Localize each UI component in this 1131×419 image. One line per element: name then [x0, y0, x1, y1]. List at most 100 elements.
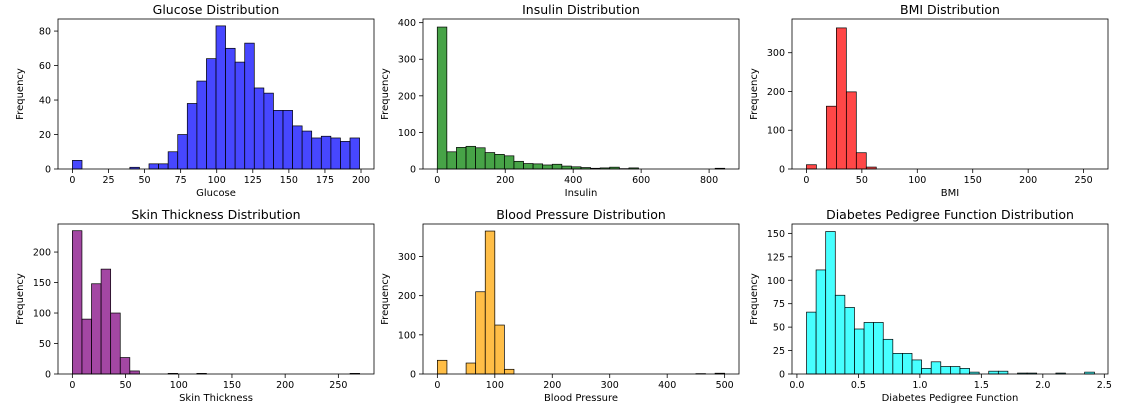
- y-tick-label: 0: [779, 370, 785, 381]
- histogram-bar: [854, 328, 865, 375]
- y-tick-label: 0: [45, 165, 51, 176]
- axes-frame: [422, 223, 740, 375]
- histogram-bar: [225, 47, 236, 170]
- histogram-bar: [834, 294, 846, 375]
- histogram-bar: [950, 366, 961, 375]
- y-tick-label: 100: [767, 126, 785, 137]
- x-tick-label: 50: [120, 380, 132, 391]
- y-tick-label: 50: [39, 339, 51, 350]
- histogram-bar: [158, 163, 169, 170]
- x-tick-label: 0: [803, 175, 809, 186]
- histogram-bar: [148, 163, 159, 170]
- y-tick-label: 200: [33, 248, 51, 259]
- y-tick-label: 200: [767, 87, 785, 98]
- x-tick-label: 250: [1075, 175, 1093, 186]
- histogram-bar: [902, 353, 913, 375]
- histogram-bar: [282, 110, 293, 170]
- x-tick-label: 0.0: [789, 380, 804, 391]
- chart-panel: 0 100 200 300 400 500 0 100 200 300 Blood Pressure…: [380, 207, 740, 404]
- chart-title: BMI Distribution: [900, 2, 1000, 17]
- histogram-bar: [340, 141, 351, 170]
- x-tick-label: 800: [700, 175, 718, 186]
- histogram-bar: [921, 368, 932, 375]
- y-axis-label: Frequency: [380, 68, 391, 120]
- x-tick-label: 100: [908, 175, 926, 186]
- histogram-bar: [215, 25, 226, 170]
- histogram-bar: [863, 322, 874, 375]
- x-tick-label: 0: [434, 175, 440, 186]
- chart-title: Skin Thickness Distribution: [131, 207, 300, 222]
- y-axis-label: Frequency: [749, 68, 760, 120]
- histogram-bar: [845, 91, 857, 170]
- y-tick-label: 60: [39, 61, 51, 72]
- histogram-bar: [196, 80, 207, 170]
- histogram-bar: [475, 147, 486, 170]
- y-tick-label: 200: [398, 291, 416, 302]
- x-tick-label: 0: [434, 380, 440, 391]
- y-tick-label: 80: [39, 27, 51, 38]
- histogram-bar: [100, 268, 112, 375]
- y-axis-label: Frequency: [15, 273, 26, 325]
- histogram-bar: [484, 230, 496, 375]
- x-tick-label: 200: [496, 175, 514, 186]
- histogram-bar: [826, 105, 837, 170]
- histogram-bar: [551, 163, 563, 170]
- histogram-bar: [234, 61, 246, 170]
- x-axis-label: Insulin: [565, 188, 598, 199]
- histogram-bar: [330, 137, 341, 170]
- x-tick-label: 150: [280, 175, 298, 186]
- histogram-bar: [465, 145, 476, 170]
- x-tick-label: 125: [244, 175, 262, 186]
- histogram-bar: [437, 359, 448, 375]
- histogram-bar: [911, 359, 922, 375]
- histogram-bar: [206, 58, 217, 170]
- axes-frame: [791, 223, 1109, 375]
- x-tick-label: 175: [316, 175, 334, 186]
- x-tick-label: 0: [69, 380, 75, 391]
- histogram-bar: [523, 163, 534, 170]
- histogram-bar: [349, 137, 360, 170]
- y-tick-label: 100: [398, 128, 416, 139]
- histogram-bar: [436, 26, 448, 170]
- chart-panel: 0.0 0.5 1.0 1.5 2.0 2.5 0 25 50 75 100 125 150 Diabet…: [749, 207, 1112, 404]
- chart-title: Blood Pressure Distribution: [496, 207, 666, 222]
- x-tick-label: 200: [352, 175, 370, 186]
- histogram-bar: [825, 231, 836, 375]
- chart-panel: 0 50 100 150 200 250 0 50 100 150 200 Skin Thicknes…: [15, 207, 375, 404]
- chart-title: Insulin Distribution: [522, 2, 640, 17]
- y-axis-label: Frequency: [749, 273, 760, 325]
- histogram-bar: [456, 147, 467, 170]
- x-tick-label: 200: [543, 380, 561, 391]
- chart-panel: 0 25 50 75 100 125 150 175 200 0 20 40 60 80 Glucose D…: [15, 2, 375, 199]
- histogram-bar: [167, 151, 179, 170]
- y-tick-label: 50: [773, 323, 785, 334]
- x-tick-label: 1.5: [974, 380, 989, 391]
- y-tick-label: 300: [767, 48, 785, 59]
- histogram-bar: [320, 135, 332, 170]
- histogram-bar: [129, 370, 140, 375]
- histogram-bar: [892, 353, 903, 375]
- chart-title: Diabetes Pedigree Function Distribution: [826, 207, 1074, 222]
- y-tick-label: 400: [398, 18, 416, 29]
- x-tick-label: 0.5: [851, 380, 866, 391]
- chart-title: Glucose Distribution: [153, 2, 280, 17]
- histogram-bar: [244, 42, 255, 170]
- histogram-bar: [311, 137, 322, 170]
- histogram-bar: [446, 151, 457, 170]
- histogram-bar: [815, 269, 827, 375]
- x-tick-label: 75: [175, 175, 187, 186]
- x-axis-label: Diabetes Pedigree Function: [882, 393, 1019, 404]
- histogram-bar: [882, 338, 894, 375]
- histogram-bar: [959, 368, 970, 375]
- axes-frame: [57, 18, 375, 170]
- y-tick-label: 300: [398, 55, 416, 66]
- histogram-bar: [836, 27, 847, 170]
- histogram-bar: [91, 283, 102, 375]
- x-tick-label: 0: [69, 175, 75, 186]
- y-tick-label: 100: [33, 309, 51, 320]
- histogram-bar: [503, 155, 515, 170]
- histogram-bar: [561, 165, 572, 170]
- chart-panel: 0 200 400 600 800 0 100 200 300 400 Insulin Distri…: [380, 2, 740, 199]
- x-tick-label: 250: [329, 380, 347, 391]
- histogram-bar: [806, 311, 817, 375]
